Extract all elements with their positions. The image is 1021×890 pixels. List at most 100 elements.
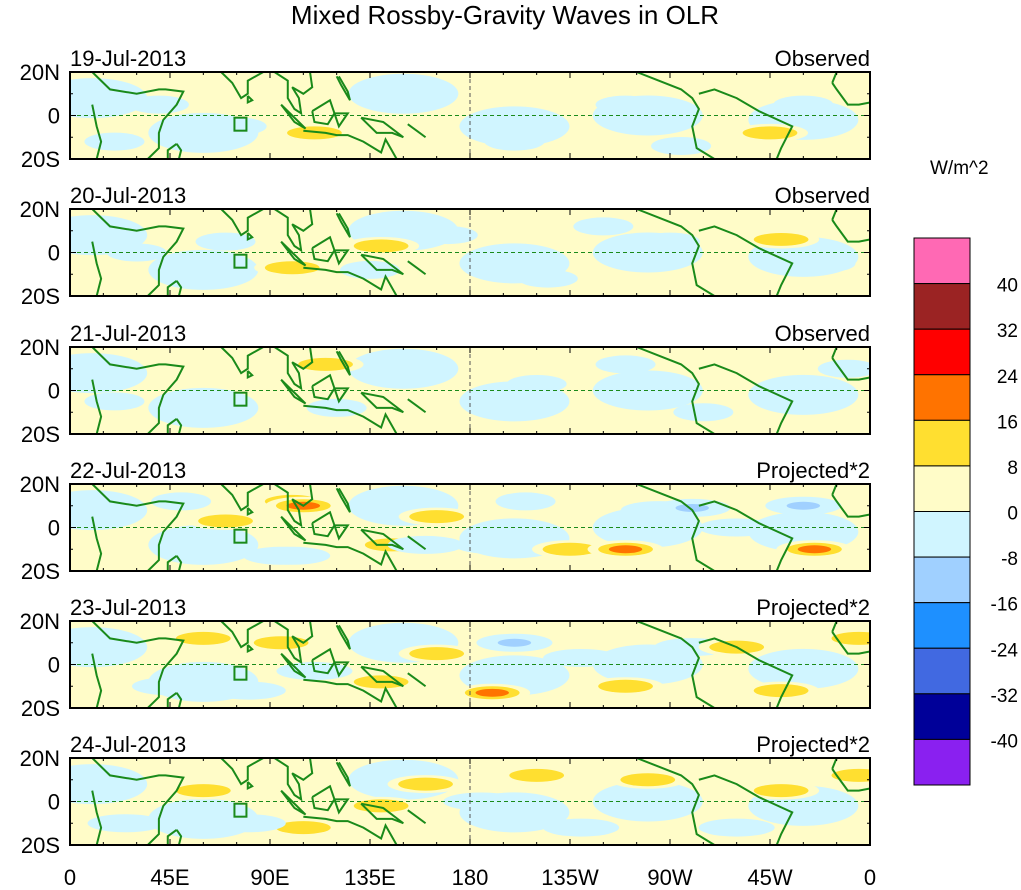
negative-anomaly-contour: [517, 269, 578, 288]
panel-date: 23-Jul-2013: [70, 595, 186, 620]
negative-anomaly-contour: [84, 392, 145, 411]
panel-label: Observed: [775, 183, 870, 208]
region-box: [233, 253, 248, 269]
negative-anomaly-contour: [640, 232, 700, 251]
negative-anomaly-region: [148, 249, 259, 290]
positive-anomaly-contour: [275, 821, 331, 835]
coastline: [246, 507, 254, 517]
y-tick-label: 20S: [21, 147, 60, 172]
colorbar-swatch: [913, 328, 971, 376]
coastline: [273, 72, 314, 116]
panel-content: [70, 72, 870, 159]
coastline: [311, 235, 336, 263]
y-tick-label: 20S: [21, 559, 60, 584]
panel-label: Projected*2: [756, 595, 870, 620]
negative-anomaly-contour: [573, 217, 634, 236]
y-tick-label: 0: [48, 241, 60, 266]
colorbar-swatch: [913, 237, 971, 285]
coastline: [91, 72, 185, 159]
colorbar-label: 40: [997, 276, 1018, 297]
positive-anomaly-contour: [198, 514, 253, 528]
coastline: [166, 828, 183, 845]
coastline: [303, 404, 398, 434]
panel-content: [70, 484, 870, 571]
chart-title: Mixed Rossby-Gravity Waves in OLR: [290, 0, 720, 30]
positive-anomaly-contour: [542, 542, 598, 556]
colorbar-label: 24: [997, 367, 1019, 388]
panel-date: 24-Jul-2013: [70, 732, 186, 757]
x-tick-label: 45E: [150, 865, 189, 890]
positive-anomaly-contour: [287, 126, 342, 140]
positive-anomaly-contour: [620, 773, 676, 787]
y-tick-label: 20S: [21, 284, 60, 309]
y-tick-label: 20S: [21, 422, 60, 447]
coastline: [273, 621, 314, 665]
coastline: [698, 225, 794, 296]
coastline: [280, 103, 307, 130]
negative-anomaly-contour: [751, 385, 812, 404]
coastline: [636, 758, 715, 845]
colorbar-swatch: [913, 374, 971, 421]
coastline: [246, 232, 254, 242]
negative-anomaly-contour: [373, 89, 434, 108]
coastline: [303, 678, 398, 708]
positive-anomaly-contour: [409, 510, 465, 524]
panel-label: Projected*2: [756, 732, 870, 757]
coastline: [91, 209, 185, 296]
coastline: [698, 88, 794, 159]
panel-content: [70, 209, 870, 296]
panel-label: Observed: [775, 46, 870, 71]
coastline: [303, 129, 398, 159]
colorbar-label: -24: [991, 640, 1019, 661]
colorbar-label: -40: [991, 731, 1018, 752]
coastline: [333, 798, 350, 815]
negative-anomaly-contour: [553, 651, 609, 665]
coastline: [636, 209, 715, 296]
colorbar-units: W/m^2: [930, 158, 989, 179]
map-panel: 23-Jul-2013 Projected*2 20N 0 20S: [20, 595, 871, 721]
negative-anomaly-contour: [220, 684, 276, 698]
y-tick-label: 20N: [20, 609, 60, 634]
coastline: [91, 484, 185, 571]
negative-anomaly-contour: [464, 538, 520, 552]
negative-anomaly-contour: [264, 549, 320, 563]
positive-anomaly-contour: [753, 232, 809, 246]
positive-anomaly-contour: [264, 261, 320, 275]
x-tick-label: 135E: [344, 865, 395, 890]
coastline: [407, 672, 427, 688]
y-tick-label: 20S: [21, 696, 60, 721]
colorbar-swatch: [913, 738, 971, 786]
negative-anomaly-contour: [173, 392, 234, 411]
coastline: [303, 541, 398, 571]
y-tick-label: 0: [48, 790, 60, 815]
negative-anomaly-region: [70, 764, 148, 805]
map-panel: 24-Jul-2013 Projected*2 20N 0 20S: [20, 732, 871, 858]
colorbar-label: -8: [1001, 549, 1018, 570]
negative-anomaly-contour: [595, 95, 656, 114]
negative-anomaly-contour: [195, 232, 256, 251]
negative-anomaly-contour: [453, 795, 509, 808]
coastline: [273, 209, 314, 253]
negative-anomaly-contour: [595, 355, 656, 374]
coastline: [280, 789, 307, 816]
colorbar-label: 8: [1007, 458, 1018, 479]
colorbar-label: -16: [991, 595, 1018, 616]
coastline: [831, 768, 870, 792]
coastline: [311, 373, 336, 401]
panel-date: 19-Jul-2013: [70, 46, 186, 71]
panel-date: 20-Jul-2013: [70, 183, 186, 208]
coastline: [166, 554, 183, 571]
negative-anomaly-contour: [220, 816, 276, 830]
coastline: [166, 142, 183, 159]
negative-anomaly-region: [459, 106, 570, 147]
colorbar-label: 32: [997, 321, 1018, 342]
positive-anomaly-contour: [253, 636, 309, 650]
coastline: [831, 209, 838, 221]
negative-anomaly-contour: [795, 254, 856, 273]
panel-label: Observed: [775, 321, 870, 346]
coastline: [246, 781, 254, 791]
y-tick-label: 20N: [20, 335, 60, 360]
negative-anomaly-region: [70, 490, 148, 531]
negative-anomaly-region: [748, 648, 859, 689]
y-tick-label: 0: [48, 516, 60, 541]
